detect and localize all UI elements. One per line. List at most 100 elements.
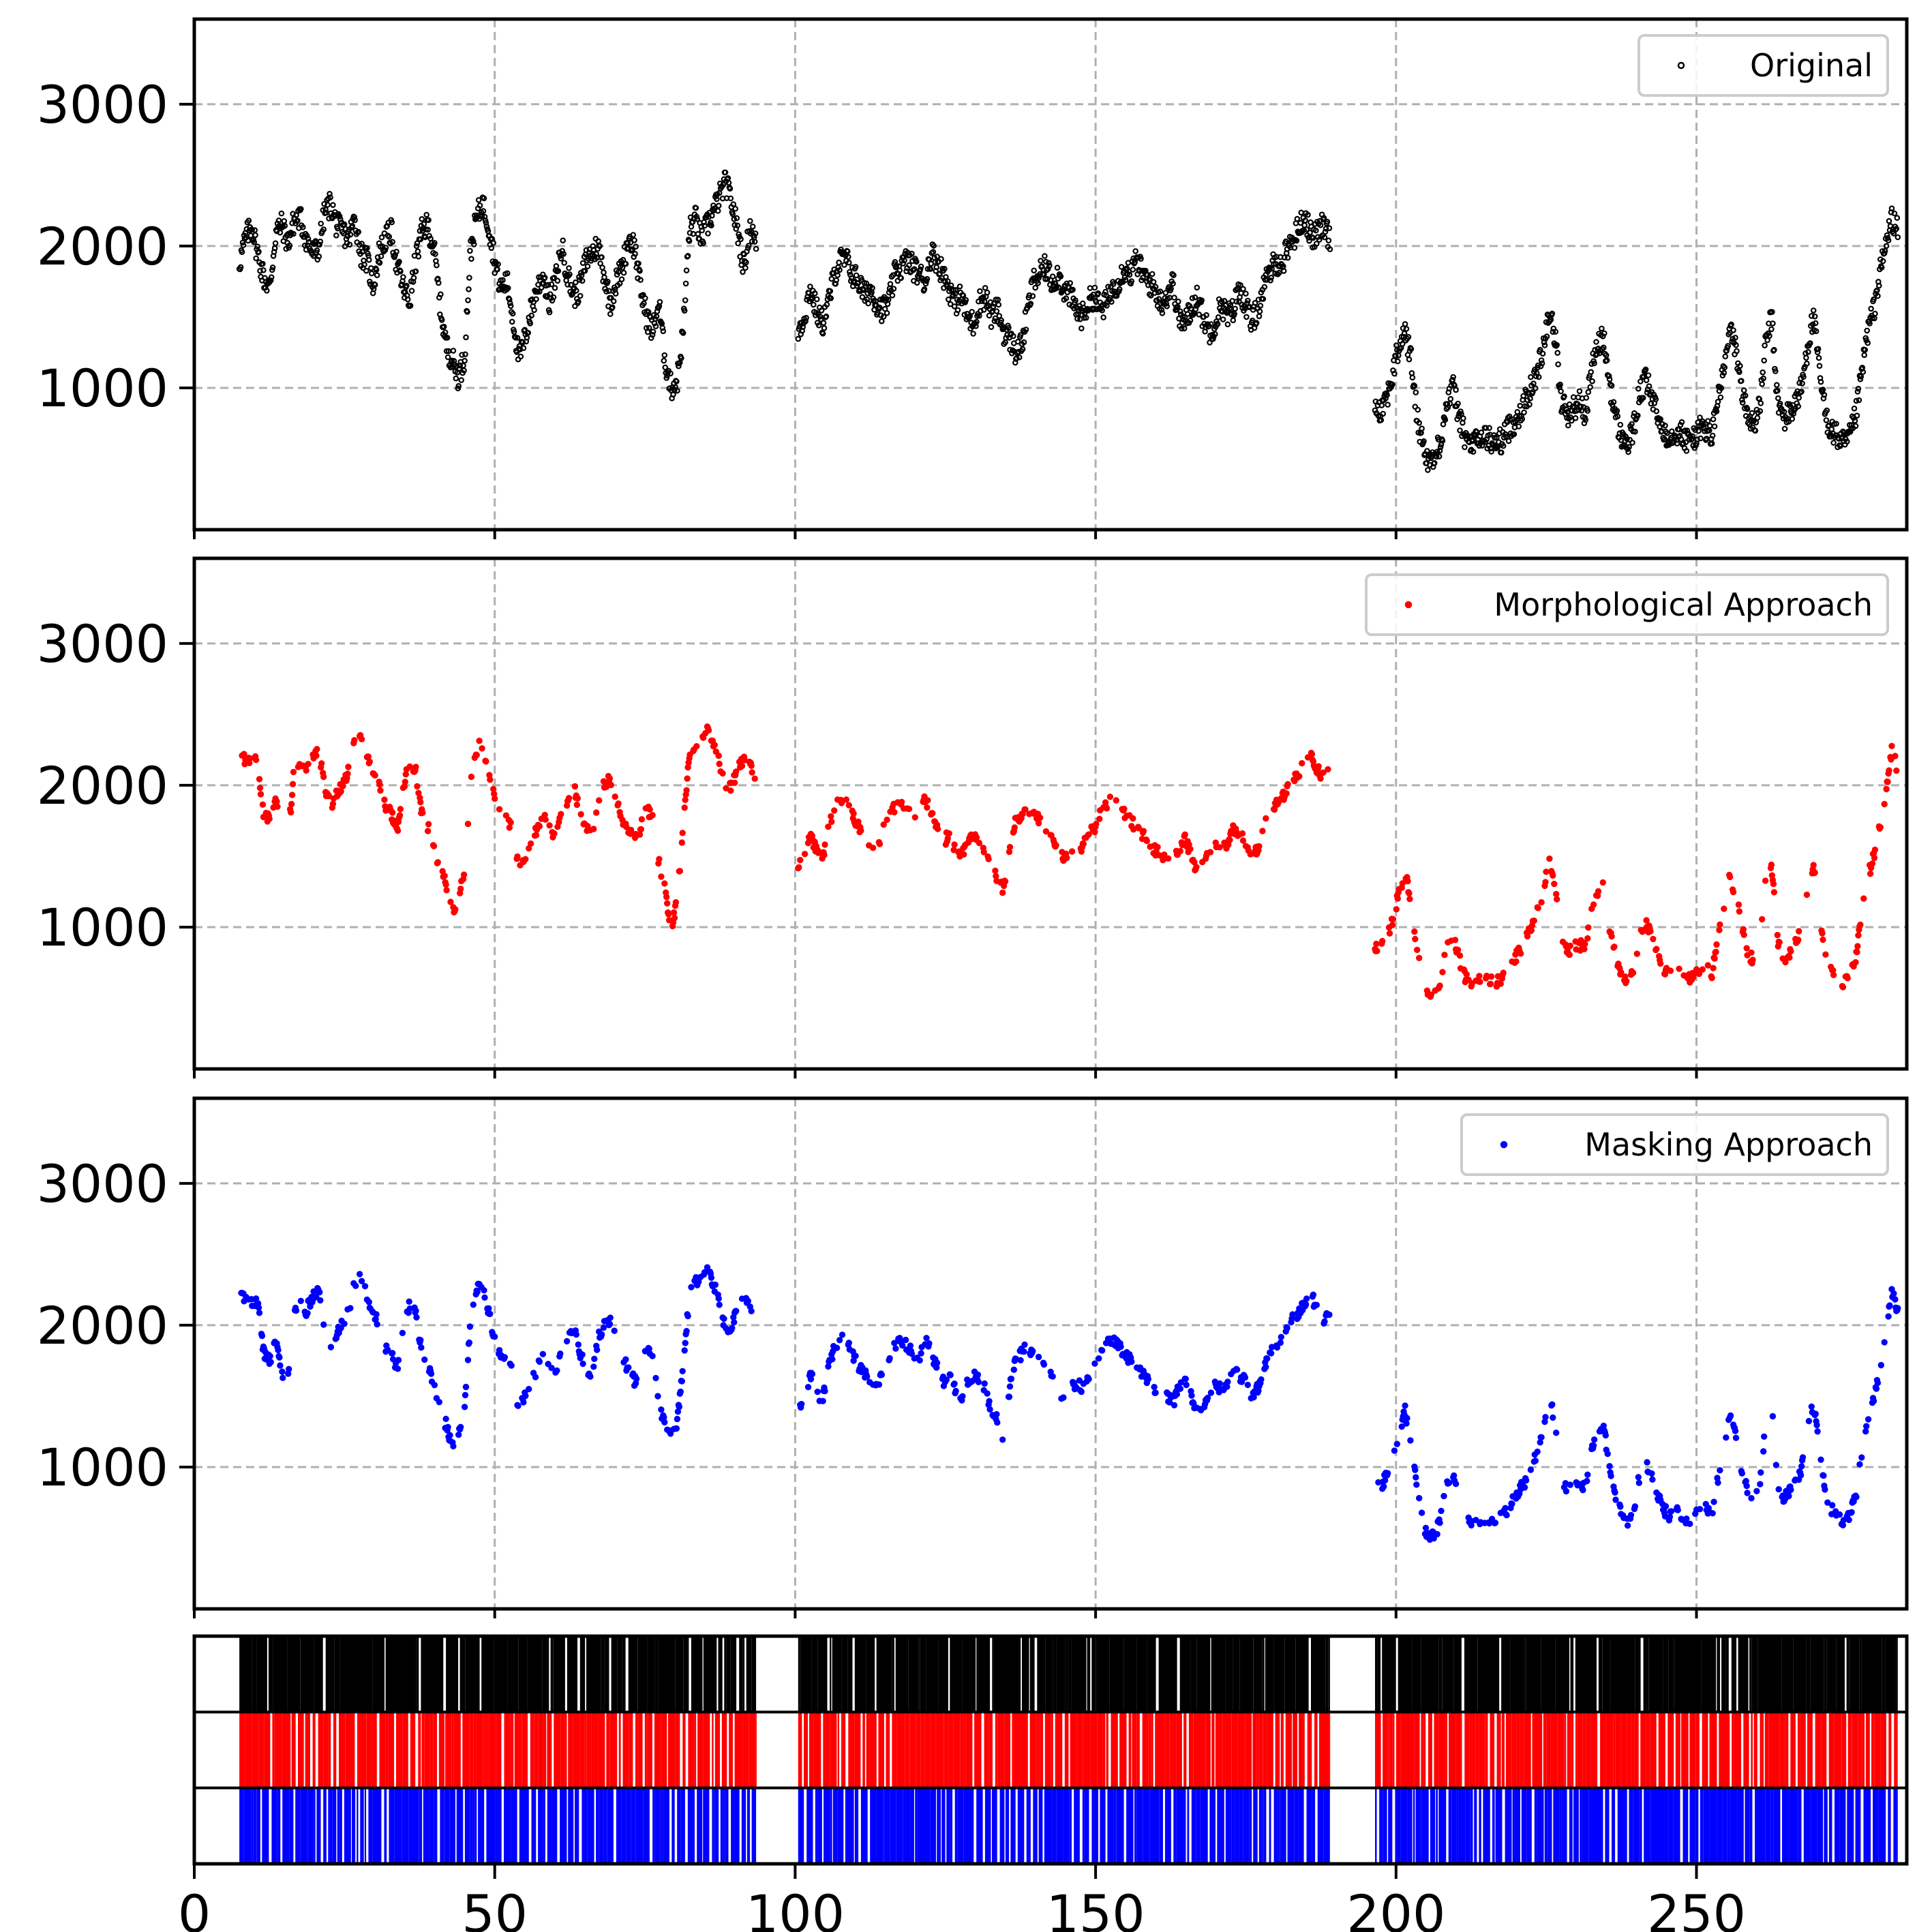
data-point: [355, 228, 362, 235]
coverage-bar: [1885, 1636, 1897, 1712]
data-point: [682, 297, 689, 303]
coverage-bar: [1036, 1712, 1038, 1788]
coverage-bar: [855, 1712, 861, 1788]
coverage-bar: [421, 1636, 433, 1712]
y-tick-label: 2000: [37, 755, 168, 816]
data-point: [1715, 1479, 1721, 1486]
data-point: [317, 1297, 324, 1304]
data-point: [1071, 305, 1077, 312]
data-point: [1892, 753, 1899, 759]
coverage-bar: [1567, 1712, 1571, 1788]
data-point: [732, 768, 740, 775]
coverage-bar: [519, 1787, 523, 1864]
coverage-bar: [337, 1787, 339, 1864]
data-point: [345, 764, 352, 770]
data-point: [1208, 321, 1214, 327]
data-point: [1203, 312, 1209, 318]
data-point: [476, 737, 483, 744]
coverage-bar: [1526, 1636, 1541, 1712]
data-point: [1488, 449, 1494, 455]
coverage-bar: [587, 1787, 594, 1864]
data-point: [1624, 1522, 1631, 1529]
data-point: [1860, 369, 1867, 375]
coverage-bar: [1807, 1712, 1813, 1788]
coverage-bar: [1311, 1636, 1314, 1712]
data-point: [1393, 352, 1399, 359]
data-point: [450, 1443, 457, 1450]
coverage-bar: [742, 1712, 749, 1788]
data-point: [1549, 1401, 1556, 1408]
data-point: [1434, 449, 1440, 455]
data-point: [423, 211, 430, 218]
data-point: [620, 269, 627, 276]
data-point: [269, 267, 275, 273]
data-point: [579, 277, 586, 284]
coverage-bar: [394, 1787, 402, 1864]
data-point: [1503, 1511, 1510, 1519]
data-point: [833, 277, 840, 284]
data-point: [1224, 1378, 1231, 1385]
data-point: [1259, 828, 1266, 834]
coverage-bar: [993, 1636, 1007, 1712]
data-point: [633, 1375, 640, 1383]
data-point: [1031, 267, 1038, 274]
data-point: [1317, 222, 1324, 228]
data-point: [1737, 363, 1743, 369]
data-point: [1646, 383, 1652, 389]
data-point: [1799, 1454, 1807, 1461]
coverage-bar: [1056, 1636, 1066, 1712]
coverage-bar: [489, 1712, 496, 1788]
data-point: [1224, 321, 1231, 328]
coverage-bar: [714, 1712, 720, 1788]
legend: Original: [1637, 34, 1889, 97]
coverage-bar: [248, 1787, 252, 1864]
coverage-bar: [1501, 1636, 1511, 1712]
coverage-bar: [438, 1712, 445, 1788]
data-point: [926, 1340, 933, 1347]
coverage-bar: [418, 1712, 421, 1788]
coverage-bar: [328, 1787, 330, 1864]
data-point: [1884, 232, 1890, 239]
coverage-bar: [1065, 1636, 1068, 1712]
coverage-bar: [1111, 1712, 1118, 1788]
coverage-bar: [637, 1636, 648, 1712]
data-point: [1126, 271, 1133, 278]
data-point: [1444, 401, 1451, 407]
coverage-bar: [419, 1787, 423, 1864]
data-point: [988, 324, 995, 331]
coverage-bar: [725, 1787, 729, 1864]
data-point: [1258, 1376, 1265, 1383]
data-point: [599, 265, 605, 271]
coverage-bar: [1077, 1636, 1087, 1712]
coverage-bar: [1888, 1712, 1892, 1788]
data-point: [1664, 429, 1670, 436]
data-point: [1697, 414, 1703, 421]
data-point: [283, 245, 290, 252]
data-point: [1488, 973, 1495, 980]
data-point: [1865, 339, 1871, 346]
data-point: [1774, 382, 1780, 389]
data-point: [1717, 921, 1723, 928]
coverage-bar: [1775, 1712, 1780, 1788]
coverage-bar: [1106, 1712, 1108, 1788]
data-point: [1439, 969, 1446, 976]
coverage-bar: [611, 1636, 618, 1712]
data-point: [708, 222, 714, 229]
coverage-bar: [239, 1636, 252, 1712]
data-point: [267, 1359, 274, 1365]
data-point: [268, 274, 275, 281]
coverage-bar: [946, 1787, 950, 1864]
data-point: [352, 217, 359, 224]
coverage-bar: [462, 1712, 470, 1788]
data-point: [1528, 926, 1535, 934]
coverage-bar: [1273, 1636, 1285, 1712]
coverage-bar: [1045, 1636, 1053, 1712]
data-point: [1492, 1520, 1499, 1526]
data-point: [1256, 308, 1263, 315]
coverage-bar: [412, 1787, 419, 1864]
data-point: [532, 1374, 539, 1380]
coverage-bar: [1675, 1712, 1680, 1788]
coverage-bar: [384, 1787, 387, 1864]
coverage-bar: [860, 1787, 868, 1864]
data-point: [1550, 872, 1556, 879]
